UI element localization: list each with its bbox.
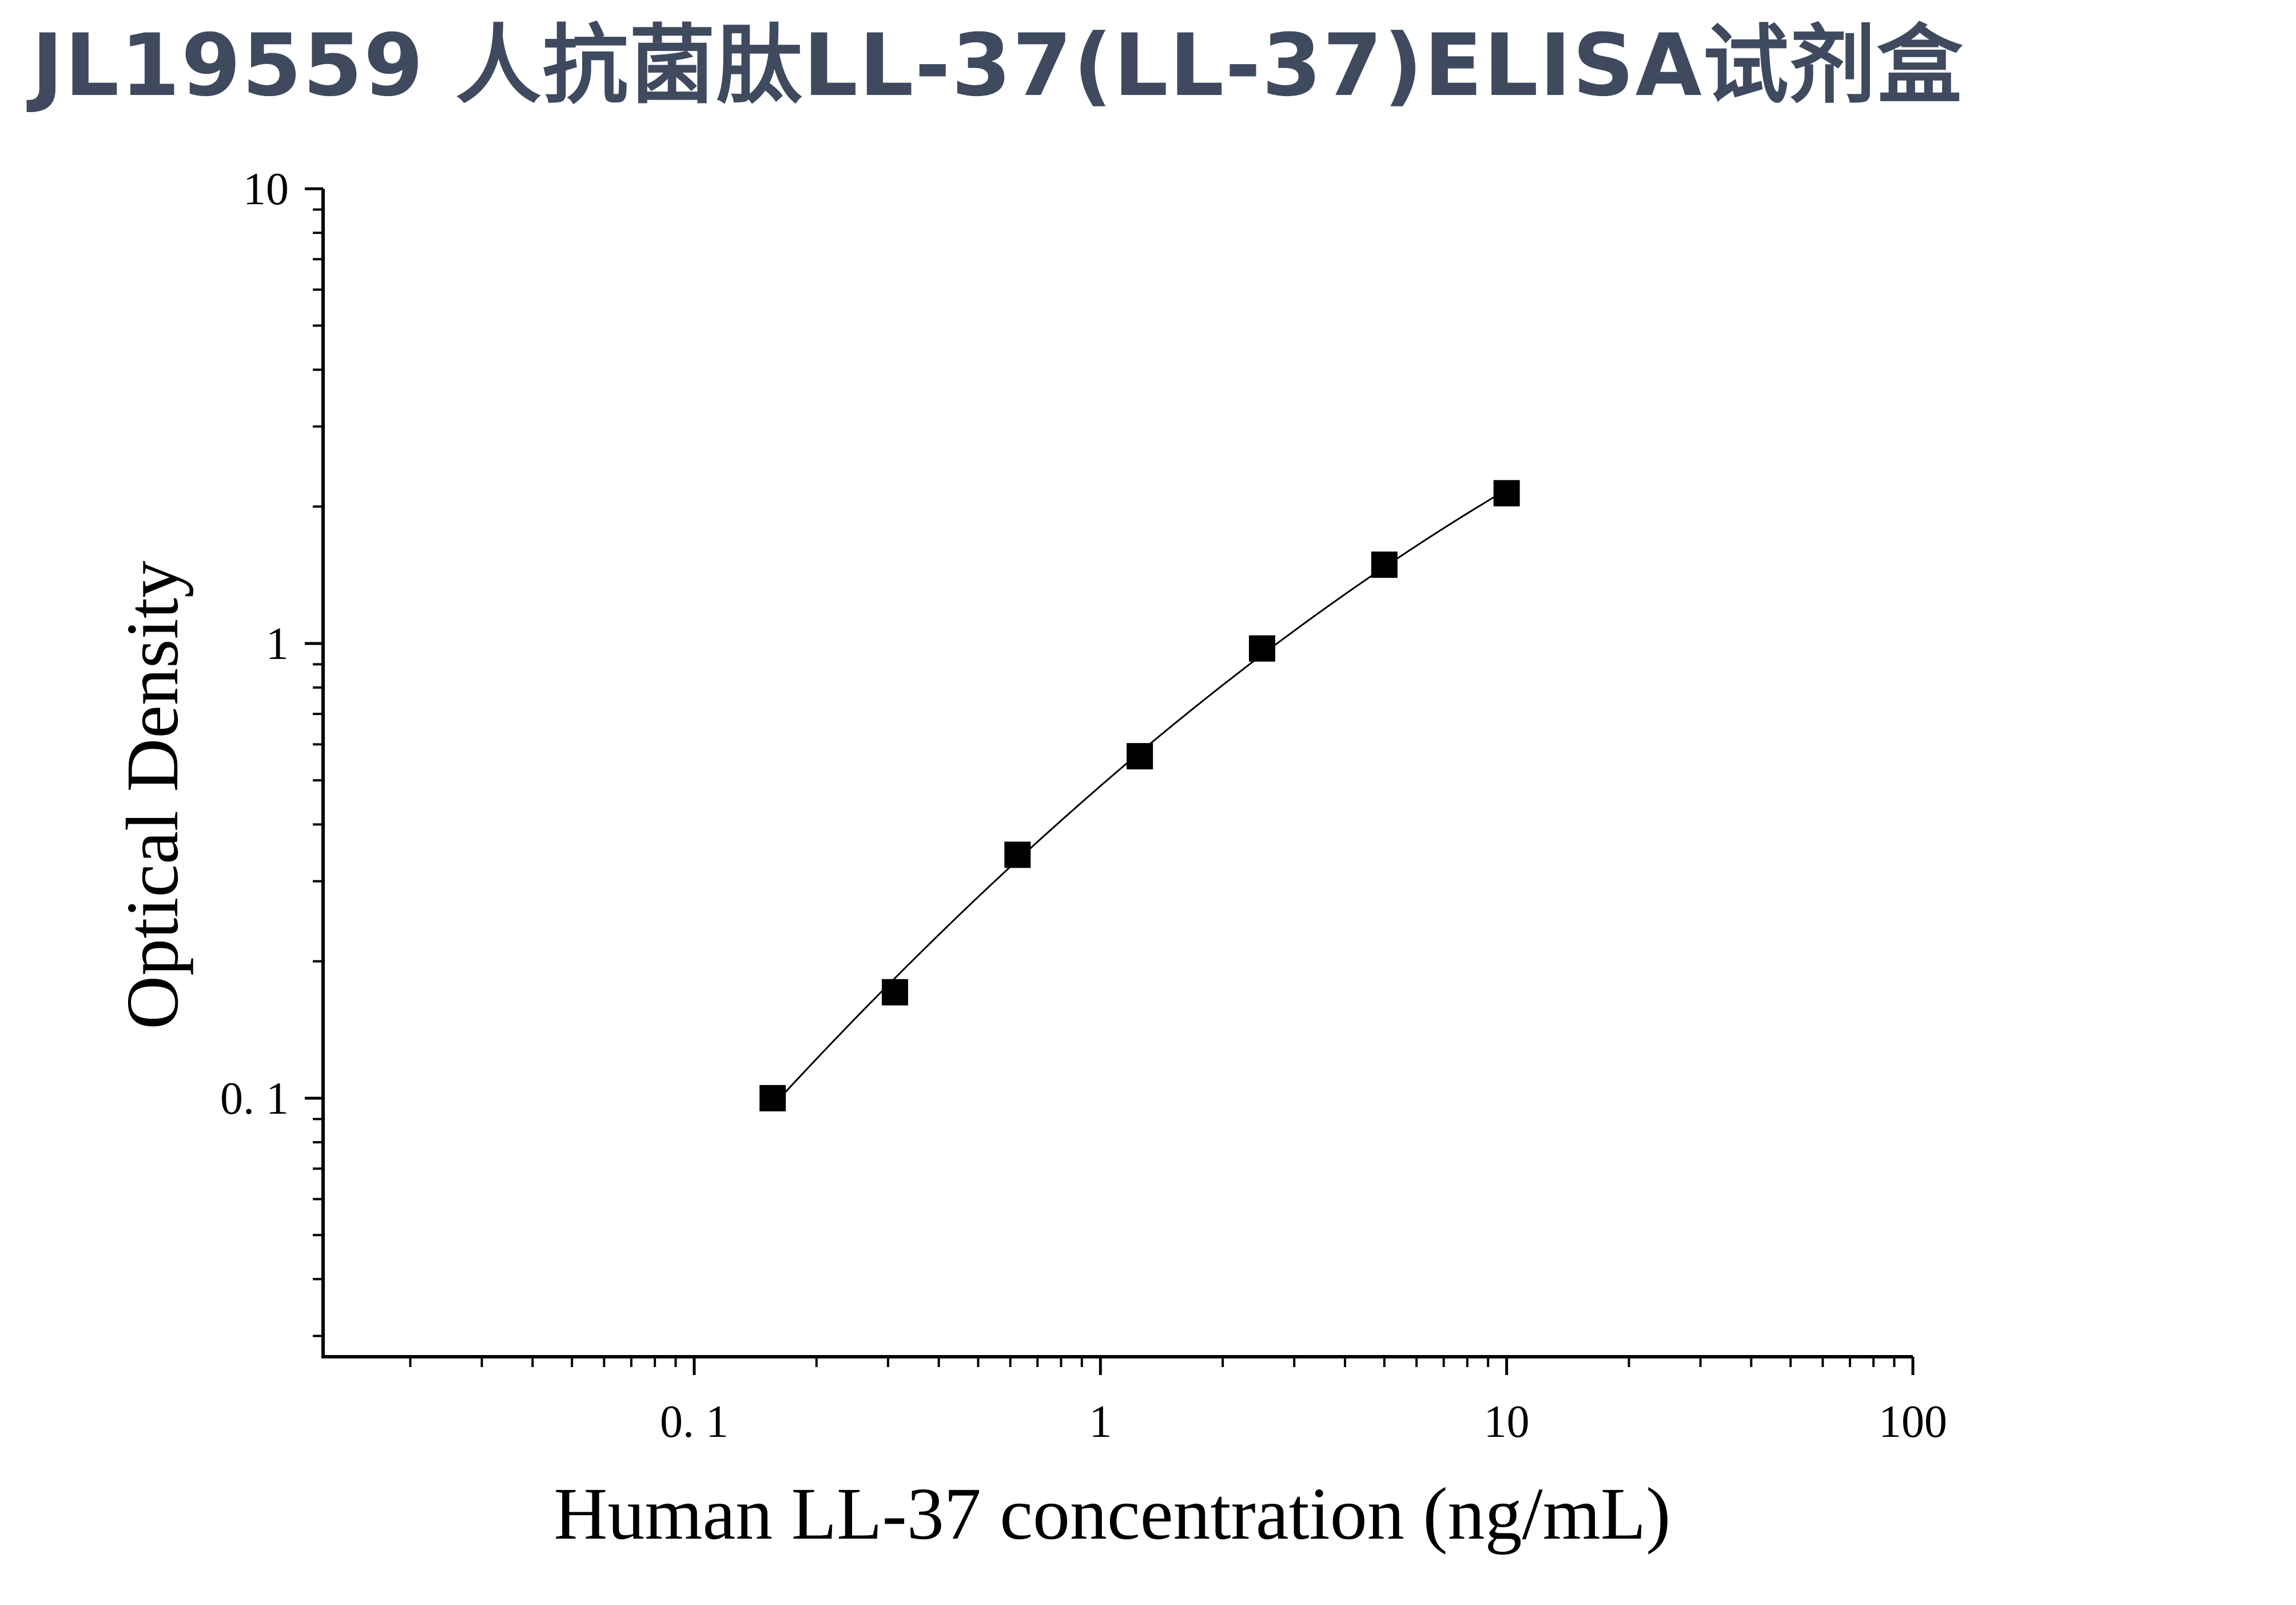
x-ticks: 0. 1 1 10 100 — [409, 1357, 1947, 1447]
data-point — [759, 1084, 786, 1111]
data-point — [1248, 635, 1275, 662]
x-tick-label: 1 — [1089, 1397, 1112, 1447]
data-points — [759, 480, 1520, 1111]
y-axis-title: Optical Density — [112, 561, 194, 1030]
x-tick-label: 0. 1 — [660, 1397, 729, 1447]
y-tick-label: 1 — [266, 619, 289, 669]
y-ticks: 0. 1 1 10 — [220, 164, 323, 1337]
x-tick-label: 100 — [1879, 1397, 1947, 1447]
data-point — [1004, 841, 1031, 868]
axes — [321, 189, 1913, 1358]
y-tick-label: 10 — [243, 164, 289, 214]
data-point — [1127, 743, 1153, 770]
x-axis-title: Human LL-37 concentration (ng/mL) — [554, 1473, 1671, 1555]
x-tick-label: 10 — [1484, 1397, 1530, 1447]
fit-curve — [772, 488, 1507, 1107]
data-point — [1371, 551, 1398, 578]
page-title: JL19559 人抗菌肽LL-37(LL-37)ELISA试剂盒 — [31, 16, 1964, 116]
y-tick-label: 0. 1 — [220, 1074, 289, 1124]
data-point — [1493, 480, 1520, 507]
data-point — [882, 979, 909, 1006]
